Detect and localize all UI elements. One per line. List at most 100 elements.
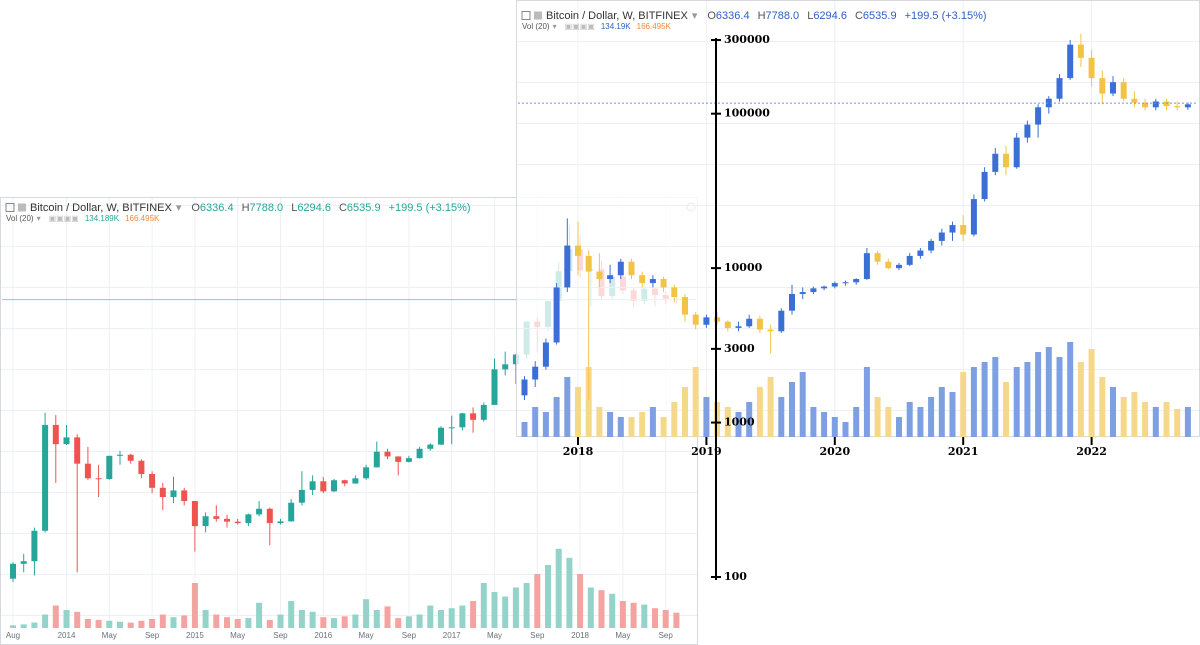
volume-bar bbox=[970, 367, 977, 437]
candle-body bbox=[660, 279, 667, 288]
volume-bar bbox=[555, 548, 562, 628]
volume-label: Vol (20) bbox=[522, 22, 550, 31]
volume-bar bbox=[853, 407, 860, 437]
volume-bar bbox=[10, 625, 16, 628]
x-tick-label: 2018 bbox=[563, 445, 594, 458]
candle-body bbox=[639, 275, 646, 284]
ohlc-label: L bbox=[807, 10, 813, 22]
candle-body bbox=[74, 437, 81, 464]
candle-body bbox=[596, 271, 603, 280]
volume-bar bbox=[416, 614, 423, 628]
dropdown-icon: ▾ bbox=[176, 202, 182, 214]
x-tick-label: May bbox=[230, 631, 245, 640]
volume-bar bbox=[384, 606, 391, 628]
volume-bar bbox=[810, 407, 817, 437]
candle-body bbox=[789, 293, 795, 311]
volume-bar bbox=[1099, 377, 1106, 437]
volume-bar bbox=[191, 583, 198, 628]
volume-bar bbox=[245, 618, 252, 628]
ohlc-label: H bbox=[242, 202, 250, 214]
dropdown-icon: ▾ bbox=[553, 22, 557, 31]
candle-body bbox=[117, 454, 123, 456]
volume-bar bbox=[714, 402, 721, 437]
volume-bar bbox=[127, 622, 134, 628]
ohlc-value: 7788.0 bbox=[250, 202, 284, 214]
volume-bar bbox=[149, 619, 156, 628]
volume-bar bbox=[609, 593, 616, 628]
volume-bar bbox=[630, 602, 637, 628]
candle-body bbox=[1152, 101, 1159, 108]
change-value: +199.5 (+3.15%) bbox=[905, 10, 987, 22]
volume-bar bbox=[596, 407, 603, 437]
x-tick-label: Sep bbox=[530, 631, 545, 640]
volume-bar bbox=[671, 402, 678, 437]
volume-bar bbox=[170, 617, 177, 628]
volume-bar bbox=[885, 407, 892, 437]
volume-bar bbox=[373, 610, 380, 628]
volume-bar bbox=[502, 596, 509, 628]
candle-body bbox=[1024, 124, 1031, 138]
volume-bar bbox=[20, 624, 27, 628]
candle-body bbox=[885, 261, 892, 269]
volume-bar bbox=[1003, 382, 1009, 437]
candle-body bbox=[553, 287, 560, 343]
candle-body bbox=[373, 451, 380, 468]
volume-bar bbox=[1152, 407, 1159, 437]
ohlc-value: 6336.4 bbox=[716, 10, 750, 22]
candle-body bbox=[1013, 137, 1020, 168]
candle-body bbox=[363, 467, 370, 479]
candle-body bbox=[427, 444, 434, 449]
volume-bar bbox=[448, 608, 455, 628]
chart-title: Bitcoin / Dollar, W, BITFINEX bbox=[546, 10, 688, 22]
candle-body bbox=[938, 232, 945, 241]
volume-bar bbox=[649, 407, 656, 437]
ohlc-value: 6336.4 bbox=[200, 202, 234, 214]
volume-bar bbox=[480, 583, 487, 628]
y-tick-label: 100 bbox=[724, 570, 747, 583]
x-tick-label: Sep bbox=[273, 631, 288, 640]
volume-bar bbox=[992, 357, 999, 437]
volume-bar bbox=[662, 610, 669, 628]
candle-body bbox=[896, 264, 902, 269]
volume-bar bbox=[1110, 387, 1116, 437]
ohlc-label: C bbox=[855, 10, 863, 22]
ohlc-value: 6535.9 bbox=[347, 202, 381, 214]
volume-bar bbox=[1120, 397, 1127, 437]
volume-bar bbox=[607, 412, 614, 437]
volume-bar bbox=[1184, 407, 1191, 437]
candle-body bbox=[585, 255, 592, 272]
candle-body bbox=[277, 521, 284, 524]
volume-bar bbox=[181, 615, 188, 628]
volume-bar bbox=[842, 422, 849, 437]
x-tick-label: 2020 bbox=[819, 445, 850, 458]
ohlc-value: 6294.6 bbox=[813, 10, 847, 22]
candle-body bbox=[692, 314, 699, 325]
volume-bar bbox=[641, 604, 648, 628]
volume-bar bbox=[1174, 409, 1181, 437]
candle-body bbox=[234, 521, 241, 524]
y-tick-label: 10000 bbox=[724, 261, 763, 274]
candle-body bbox=[1077, 44, 1084, 58]
candle-body bbox=[459, 413, 466, 428]
volume-bar bbox=[660, 417, 667, 437]
volume-value: 166.495K bbox=[125, 214, 160, 223]
volume-bar bbox=[1142, 402, 1149, 437]
candle-body bbox=[84, 463, 91, 479]
volume-bar bbox=[553, 397, 560, 437]
volume-bar bbox=[395, 618, 402, 628]
volume-bar bbox=[1131, 392, 1138, 437]
candle-body bbox=[31, 530, 38, 562]
volume-bar bbox=[117, 621, 123, 628]
y-tick-label: 100000 bbox=[724, 107, 770, 120]
x-tick-label: 2015 bbox=[186, 631, 204, 640]
candle-body bbox=[341, 480, 348, 484]
volume-bar bbox=[746, 402, 753, 437]
candle-body bbox=[42, 424, 49, 531]
volume-bar bbox=[577, 574, 584, 628]
candle-body bbox=[928, 240, 935, 251]
volume-bar bbox=[234, 619, 241, 628]
volume-bar bbox=[352, 614, 359, 628]
candle-body bbox=[245, 514, 252, 524]
candle-body bbox=[95, 478, 102, 480]
candle-body bbox=[981, 171, 988, 200]
